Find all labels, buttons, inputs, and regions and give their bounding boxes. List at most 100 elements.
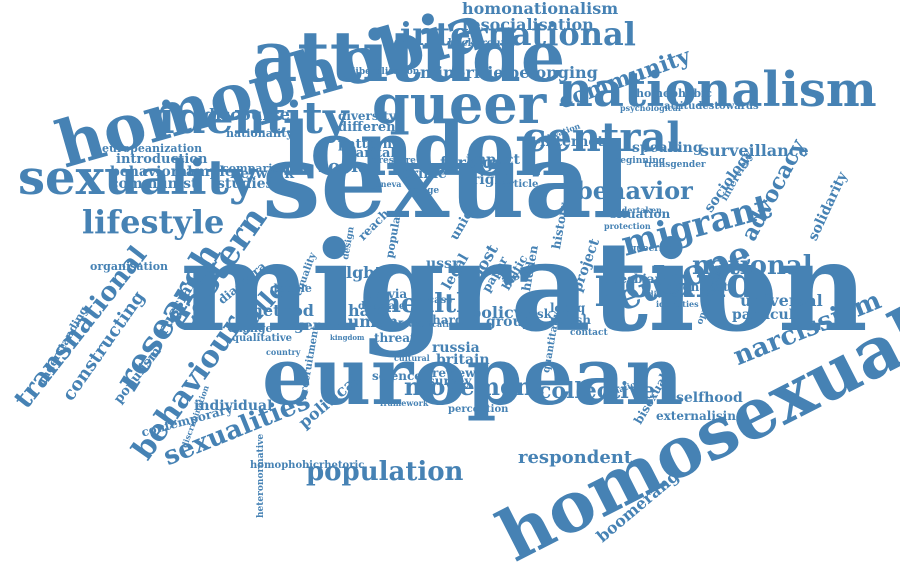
word-homophobicrhetoric: homophobicrhetoric bbox=[250, 460, 365, 471]
word-nationality: nationality bbox=[226, 127, 293, 141]
word-lgbt: lgbt bbox=[346, 263, 382, 283]
word-particular: particular bbox=[732, 306, 811, 323]
word-pressure: pressure bbox=[372, 155, 416, 166]
word-male: male bbox=[378, 301, 406, 312]
word-surveillance: surveillance bbox=[700, 141, 809, 161]
word-crime: crime bbox=[402, 165, 447, 182]
word-marital: marital bbox=[342, 145, 396, 161]
word-cultural: cultural bbox=[394, 352, 430, 363]
word-policy: policy bbox=[470, 303, 524, 323]
word-attitudestowards: attitudestowards bbox=[664, 101, 759, 112]
word-migration: migration bbox=[180, 214, 868, 360]
word-article: article bbox=[502, 179, 539, 190]
word-sexual: sexual bbox=[262, 118, 632, 242]
word-threat: threat bbox=[374, 331, 416, 346]
word-nationalism: nationalism bbox=[558, 61, 877, 118]
word-discourse: discourse bbox=[204, 105, 290, 125]
word-situation: situation bbox=[610, 207, 671, 222]
word-kingdom: kingdom bbox=[330, 333, 365, 343]
word-contact: contact bbox=[570, 327, 608, 338]
word-homonationalism: homonationalism bbox=[462, 0, 619, 19]
word-sexuality: sexuality bbox=[18, 149, 257, 206]
word-polish: polish bbox=[550, 313, 591, 328]
word-different: different bbox=[338, 119, 402, 135]
word-europeanization: europeanization bbox=[102, 142, 203, 156]
word-social: social bbox=[318, 155, 377, 177]
word-human: human bbox=[336, 312, 399, 332]
word-lgbtq: lgbtq bbox=[550, 301, 586, 316]
word-heteronormative: heteronormative bbox=[256, 433, 266, 518]
word-double: double bbox=[270, 282, 312, 296]
word-network: network bbox=[230, 165, 295, 182]
word-comparison: comparison bbox=[222, 162, 294, 176]
word-psychological: psychological bbox=[620, 102, 681, 113]
word-country: country bbox=[266, 346, 301, 357]
word-movement: movement bbox=[404, 371, 544, 401]
word-undertaken: undertaken bbox=[610, 204, 662, 215]
word-international: international bbox=[400, 15, 636, 54]
word-geneva: geneva bbox=[370, 178, 402, 189]
word-externalising: externalising bbox=[656, 409, 745, 424]
word-identification: identification bbox=[400, 318, 461, 329]
word-review: review bbox=[432, 366, 476, 381]
word-respondent: respondent bbox=[518, 446, 633, 468]
word-collective: collective bbox=[538, 378, 656, 405]
word-hate: hate bbox=[348, 301, 388, 321]
word-health: health bbox=[382, 289, 476, 320]
word-lesbian: lesbian bbox=[615, 272, 664, 287]
word-survey: survey bbox=[428, 374, 472, 389]
word-result: result bbox=[398, 318, 431, 329]
word-general: general bbox=[294, 317, 354, 334]
word-science: science bbox=[372, 369, 422, 384]
word-impact: impact bbox=[466, 151, 520, 168]
word-introduction: introduction bbox=[116, 151, 208, 167]
word-background: background bbox=[448, 38, 515, 49]
word-attitude: attitude bbox=[252, 15, 566, 98]
word-risk: risk bbox=[526, 307, 552, 322]
word-depth: depth bbox=[358, 301, 391, 312]
word-queering: queering bbox=[630, 243, 676, 254]
word-ussr: ussr bbox=[426, 255, 460, 272]
word-qualitative: qualitative bbox=[232, 333, 293, 344]
word-organisation: organisation bbox=[90, 260, 169, 274]
word-case: case bbox=[428, 295, 453, 306]
word-foreign: foreign bbox=[440, 153, 506, 173]
word-group: group bbox=[486, 313, 533, 330]
word-russia: russia bbox=[432, 339, 480, 356]
word-range: range bbox=[410, 185, 440, 196]
word-belonging: belonging bbox=[508, 63, 598, 83]
word-national: national bbox=[692, 251, 813, 282]
word-latvia: latvia bbox=[370, 287, 408, 302]
word-diversity: diversity bbox=[338, 109, 396, 124]
word-london: london bbox=[282, 106, 569, 193]
word-perception: perception bbox=[448, 404, 509, 415]
word-selfhood: selfhood bbox=[676, 389, 743, 406]
word-britain: britain bbox=[436, 351, 490, 368]
word-communist: communist bbox=[110, 175, 198, 192]
word-population: population bbox=[306, 457, 464, 488]
word-individual: individual bbox=[194, 397, 273, 414]
word-protection: protection bbox=[604, 220, 651, 231]
word-liberalisation: liberalisation bbox=[352, 66, 420, 77]
word-speaking: speaking bbox=[632, 139, 703, 156]
word-resocialisation: resocialisation bbox=[462, 15, 594, 35]
word-framework: framework bbox=[380, 397, 429, 408]
word-identity: identity bbox=[158, 92, 349, 144]
word-nationalist: nationalist bbox=[656, 280, 729, 295]
word-behavioral: behavioral bbox=[110, 163, 193, 180]
word-universal: universal bbox=[740, 291, 823, 311]
word-right: right bbox=[472, 171, 512, 188]
word-queer: queer bbox=[372, 71, 547, 136]
word-pattern: pattern bbox=[338, 136, 393, 152]
word-beginning: beginning bbox=[614, 155, 666, 166]
word-internet: internet bbox=[540, 133, 604, 150]
word-change: change bbox=[228, 322, 273, 336]
word-behavior: behavior bbox=[576, 175, 693, 205]
word-sample: sample bbox=[178, 163, 234, 180]
word-studies: studies bbox=[217, 175, 274, 192]
word-european: european bbox=[262, 329, 684, 423]
word-identities: identities bbox=[656, 298, 699, 309]
word-method: method bbox=[246, 301, 314, 321]
word-transgender: transgender bbox=[644, 159, 706, 170]
word-central: central bbox=[522, 114, 682, 161]
